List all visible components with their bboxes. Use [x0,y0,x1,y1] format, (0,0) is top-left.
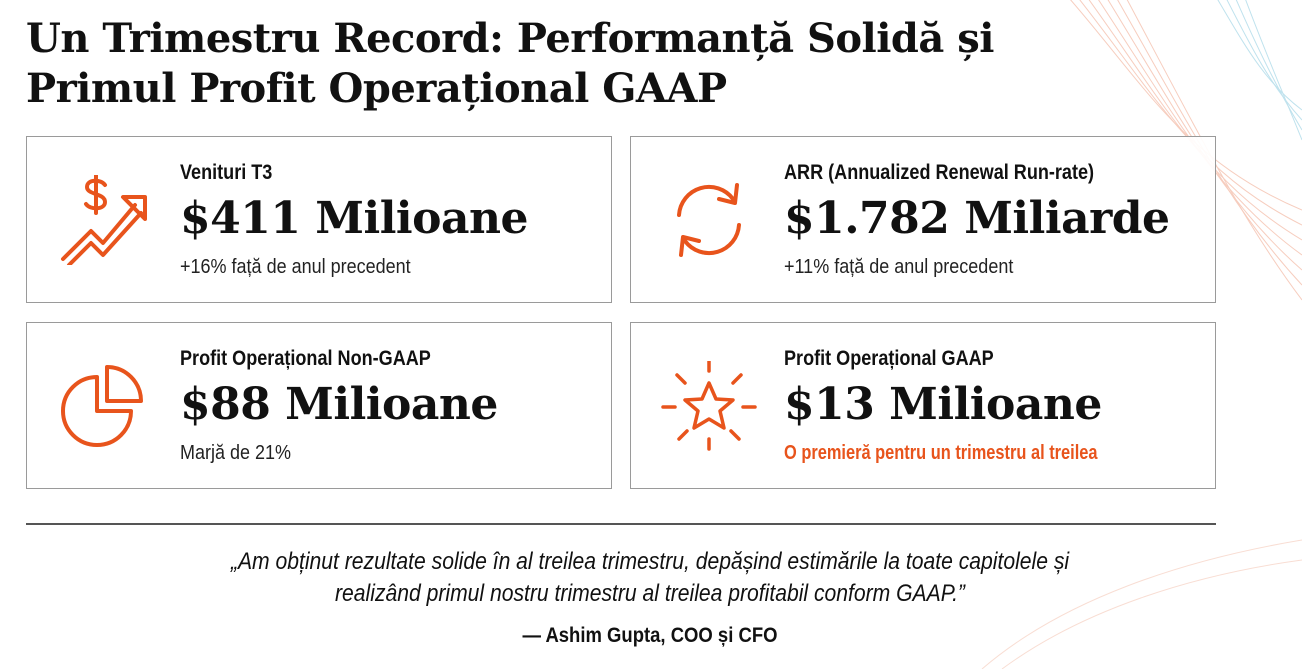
refresh-cycle-icon [661,175,757,265]
gaap-profit-value: $13 Milioane [784,379,1102,430]
non-gaap-profit-card: Profit Operațional Non-GAAP $88 Milioane… [26,322,612,489]
divider [26,523,1216,525]
gaap-profit-card: Profit Operațional GAAP $13 Milioane O p… [630,322,1216,489]
quote-line-2: realizând primul nostru trimestru al tre… [335,580,965,607]
revenue-growth: +16% față de anul precedent [180,256,411,278]
arr-value: $1.782 Miliarde [784,193,1170,244]
non-gaap-profit-value: $88 Milioane [180,379,498,430]
non-gaap-margin: Marjă de 21% [180,442,292,464]
dollar-growth-arrow-icon [57,173,153,267]
pie-chart-icon [57,361,153,451]
revenue-value: $411 Milioane [180,193,528,244]
quote-line-1: „Am obținut rezultate solide în al treil… [230,548,1070,575]
title-line-1: Un Trimestru Record: Performanță Solidă … [26,15,994,62]
revenue-label: Venituri T3 [180,161,273,184]
arr-label: ARR (Annualized Renewal Run-rate) [784,161,1095,184]
arr-growth: +11% față de anul precedent [784,256,1014,278]
gaap-profit-label: Profit Operațional GAAP [784,347,994,370]
gaap-first-note: O premieră pentru un trimestru al treile… [784,442,1098,464]
executive-quote: „Am obținut rezultate solide în al treil… [131,546,1169,610]
revenue-card: Venituri T3 $411 Milioane +16% față de a… [26,136,612,303]
page-title: Un Trimestru Record: Performanță Solidă … [26,14,1006,114]
title-line-2: Primul Profit Operațional GAAP [26,65,727,112]
arr-card: ARR (Annualized Renewal Run-rate) $1.782… [630,136,1216,303]
star-burst-icon [661,359,757,451]
non-gaap-profit-label: Profit Operațional Non-GAAP [180,347,431,370]
quote-attribution: — Ashim Gupta, COO și CFO [522,624,778,647]
